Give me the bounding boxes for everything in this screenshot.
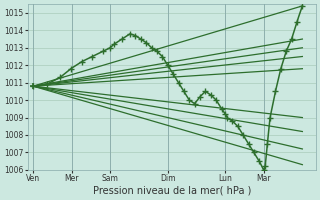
X-axis label: Pression niveau de la mer( hPa ): Pression niveau de la mer( hPa )	[92, 186, 251, 196]
